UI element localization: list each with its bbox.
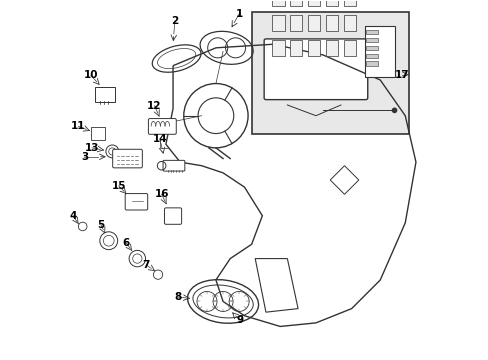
Text: 6: 6 bbox=[122, 238, 129, 248]
FancyBboxPatch shape bbox=[290, 40, 302, 56]
Text: 14: 14 bbox=[152, 134, 167, 144]
FancyBboxPatch shape bbox=[307, 40, 320, 56]
Bar bbox=[365, 38, 378, 42]
FancyBboxPatch shape bbox=[343, 0, 355, 6]
Text: 13: 13 bbox=[84, 143, 99, 153]
Bar bbox=[365, 54, 378, 58]
Bar bbox=[251, 12, 408, 134]
FancyBboxPatch shape bbox=[365, 26, 394, 77]
FancyBboxPatch shape bbox=[343, 15, 355, 31]
Text: 2: 2 bbox=[171, 16, 178, 26]
FancyBboxPatch shape bbox=[272, 40, 284, 56]
Text: 11: 11 bbox=[71, 121, 85, 131]
Bar bbox=[365, 62, 378, 66]
FancyBboxPatch shape bbox=[95, 87, 115, 102]
FancyBboxPatch shape bbox=[325, 15, 337, 31]
Text: 4: 4 bbox=[69, 211, 77, 221]
Text: 15: 15 bbox=[111, 181, 126, 191]
Text: 8: 8 bbox=[174, 292, 182, 302]
Text: 17: 17 bbox=[393, 69, 408, 80]
Text: 16: 16 bbox=[154, 189, 168, 199]
Text: 5: 5 bbox=[97, 220, 104, 230]
Circle shape bbox=[391, 108, 396, 112]
FancyBboxPatch shape bbox=[307, 0, 320, 6]
Text: 1: 1 bbox=[235, 9, 242, 19]
Text: 7: 7 bbox=[142, 260, 150, 270]
Text: 3: 3 bbox=[81, 152, 88, 162]
FancyBboxPatch shape bbox=[290, 15, 302, 31]
Bar bbox=[365, 46, 378, 50]
FancyBboxPatch shape bbox=[163, 160, 184, 171]
FancyBboxPatch shape bbox=[325, 0, 337, 6]
Text: 12: 12 bbox=[147, 101, 162, 111]
Text: 10: 10 bbox=[83, 70, 98, 80]
FancyBboxPatch shape bbox=[325, 40, 337, 56]
FancyBboxPatch shape bbox=[112, 149, 142, 168]
Bar bbox=[365, 30, 378, 34]
FancyBboxPatch shape bbox=[343, 40, 355, 56]
FancyBboxPatch shape bbox=[125, 194, 147, 210]
FancyBboxPatch shape bbox=[264, 39, 367, 100]
FancyBboxPatch shape bbox=[91, 127, 105, 140]
FancyBboxPatch shape bbox=[164, 208, 181, 224]
FancyBboxPatch shape bbox=[272, 15, 284, 31]
FancyBboxPatch shape bbox=[272, 0, 284, 6]
Text: 9: 9 bbox=[236, 315, 244, 325]
FancyBboxPatch shape bbox=[148, 118, 176, 134]
FancyBboxPatch shape bbox=[307, 15, 320, 31]
FancyBboxPatch shape bbox=[290, 0, 302, 6]
